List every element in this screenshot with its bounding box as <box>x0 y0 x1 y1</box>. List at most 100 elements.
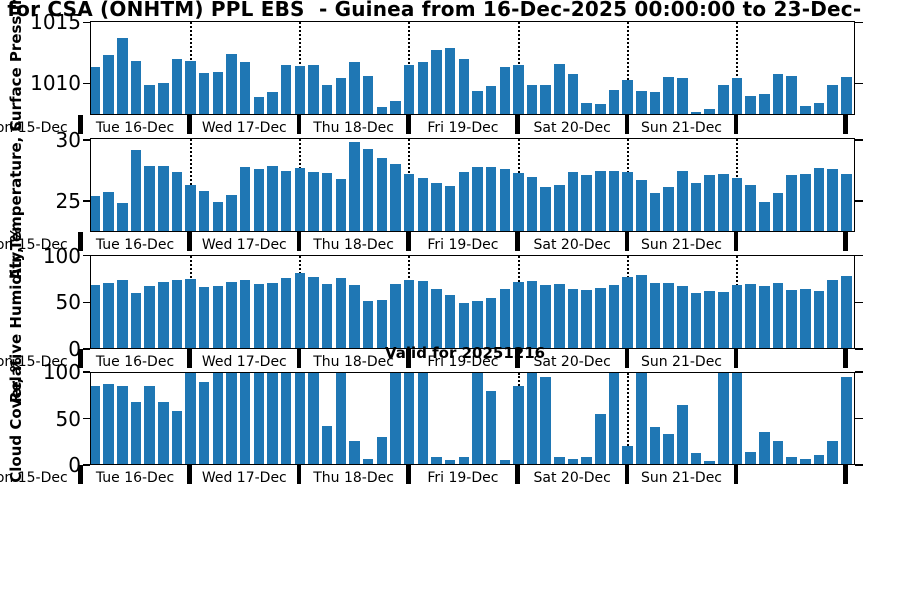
relative-humidity-bar <box>567 289 579 348</box>
relative-humidity-bar <box>499 289 511 348</box>
air-temperature-bar <box>280 170 292 231</box>
cloud-cover-bar <box>800 458 811 464</box>
cloud-cover-bar <box>362 459 374 464</box>
surface-pressure-bar <box>349 62 360 114</box>
relative-humidity-bar <box>212 286 224 348</box>
air-temperature-bar <box>294 168 306 231</box>
air-temperature-bar <box>581 175 592 231</box>
y-tick <box>83 417 90 420</box>
y-tick <box>83 348 90 350</box>
x-tick-label: Thu 18-Dec <box>313 354 394 370</box>
relative-humidity-bar <box>622 277 633 348</box>
x-tick-label: Wed 17-Dec <box>201 470 287 486</box>
day-boundary-tick <box>624 115 630 134</box>
relative-humidity-bar <box>786 290 797 348</box>
air-temperature-bar <box>239 166 251 231</box>
relative-humidity-bar <box>690 292 702 348</box>
surface-pressure-bar <box>663 76 674 114</box>
surface-pressure-bar <box>567 74 579 114</box>
air-temperature-bar <box>690 182 702 231</box>
cloud-cover-bar <box>226 373 237 464</box>
air-temperature-bar <box>800 174 811 231</box>
relative-humidity-bar <box>280 278 292 348</box>
cloud-cover-bar <box>117 386 128 464</box>
cloud-cover-bar <box>376 436 388 464</box>
relative-humidity-bar <box>431 289 442 348</box>
x-tick-label: Fri 19-Dec <box>427 120 499 136</box>
relative-humidity-bar <box>362 301 374 348</box>
cloud-cover-bar <box>827 441 838 464</box>
day-boundary-tick <box>733 115 739 134</box>
surface-pressure-bar <box>786 75 797 114</box>
relative-humidity-bar <box>540 285 551 348</box>
day-boundary-tick <box>187 115 192 134</box>
air-temperature-bar <box>704 175 715 231</box>
x-tick-label-mon15: Mon 15-Dec <box>0 237 68 253</box>
air-temperature-bar <box>226 194 237 231</box>
air-temperature-bar <box>540 187 551 231</box>
surface-pressure-bar <box>226 53 237 114</box>
day-boundary-tick <box>624 349 630 368</box>
y-tick <box>855 21 863 23</box>
air-temperature-bar <box>731 177 743 231</box>
x-tick-label: Thu 18-Dec <box>313 470 394 486</box>
surface-pressure-bar <box>718 85 729 114</box>
cloud-cover-bar <box>321 425 333 464</box>
cloud-cover-bar <box>649 427 661 464</box>
relative-humidity-bar <box>117 279 128 348</box>
relative-humidity-bar <box>417 280 429 348</box>
day-boundary-tick <box>78 115 83 134</box>
air-temperature-bar <box>267 165 278 231</box>
y-tick <box>855 348 863 350</box>
x-tick-label: Sat 20-Dec <box>533 470 611 486</box>
day-boundary-tick <box>624 232 630 251</box>
day-boundary-tick <box>843 115 848 134</box>
cloud-cover-bar <box>731 373 743 464</box>
cloud-cover-bar <box>444 460 456 464</box>
surface-pressure-bar <box>376 106 388 114</box>
day-boundary-tick <box>624 465 630 484</box>
air-temperature-bar <box>813 168 825 231</box>
surface-pressure-bar <box>608 90 620 114</box>
air-temperature-bar <box>677 170 688 231</box>
surface-pressure-bar <box>103 55 114 114</box>
cloud-cover-bar <box>759 432 770 464</box>
cloud-cover-bar <box>485 390 497 464</box>
day-boundary-tick <box>187 232 192 251</box>
x-tick-label: Sat 20-Dec <box>533 120 611 136</box>
air-temperature-bar <box>786 175 797 231</box>
day-boundary-tick <box>843 465 848 484</box>
y-tick <box>855 82 863 84</box>
cloud-cover-bar <box>636 373 647 464</box>
x-tick-label: Thu 18-Dec <box>313 120 394 136</box>
cloud-cover-bar <box>130 401 142 464</box>
surface-pressure-bar <box>458 58 470 114</box>
air-temperature-bar <box>554 184 565 231</box>
surface-pressure-bar <box>308 64 319 114</box>
cloud-cover-bar <box>540 377 551 464</box>
cloud-cover-bar <box>567 458 579 464</box>
cloud-cover-bar <box>280 373 292 464</box>
surface-pressure-bar <box>690 111 702 114</box>
cloud-cover-bar <box>581 456 592 464</box>
air-temperature-bar <box>144 165 155 231</box>
cloud-cover-bar <box>704 461 715 464</box>
cloud-cover-bar <box>198 381 210 464</box>
x-tick-label: Tue 16-Dec <box>95 354 175 370</box>
relative-humidity-bar <box>581 290 592 348</box>
y-tick-label: 50 <box>55 406 81 431</box>
cloud-cover-bar <box>745 452 756 464</box>
air-temperature-bar <box>745 184 756 231</box>
relative-humidity-bar <box>759 286 770 348</box>
y-tick <box>83 21 90 23</box>
air-temperature-bar <box>567 171 579 231</box>
surface-pressure-bar <box>772 74 784 114</box>
day-boundary-tick <box>733 232 739 251</box>
air-temperature-bar <box>185 184 196 231</box>
relative-humidity-bar <box>677 286 688 348</box>
air-temperature-bar <box>91 195 101 231</box>
surface-pressure-bar <box>472 91 483 114</box>
cloud-cover-bar <box>690 453 702 464</box>
surface-pressure-bar <box>294 65 306 114</box>
